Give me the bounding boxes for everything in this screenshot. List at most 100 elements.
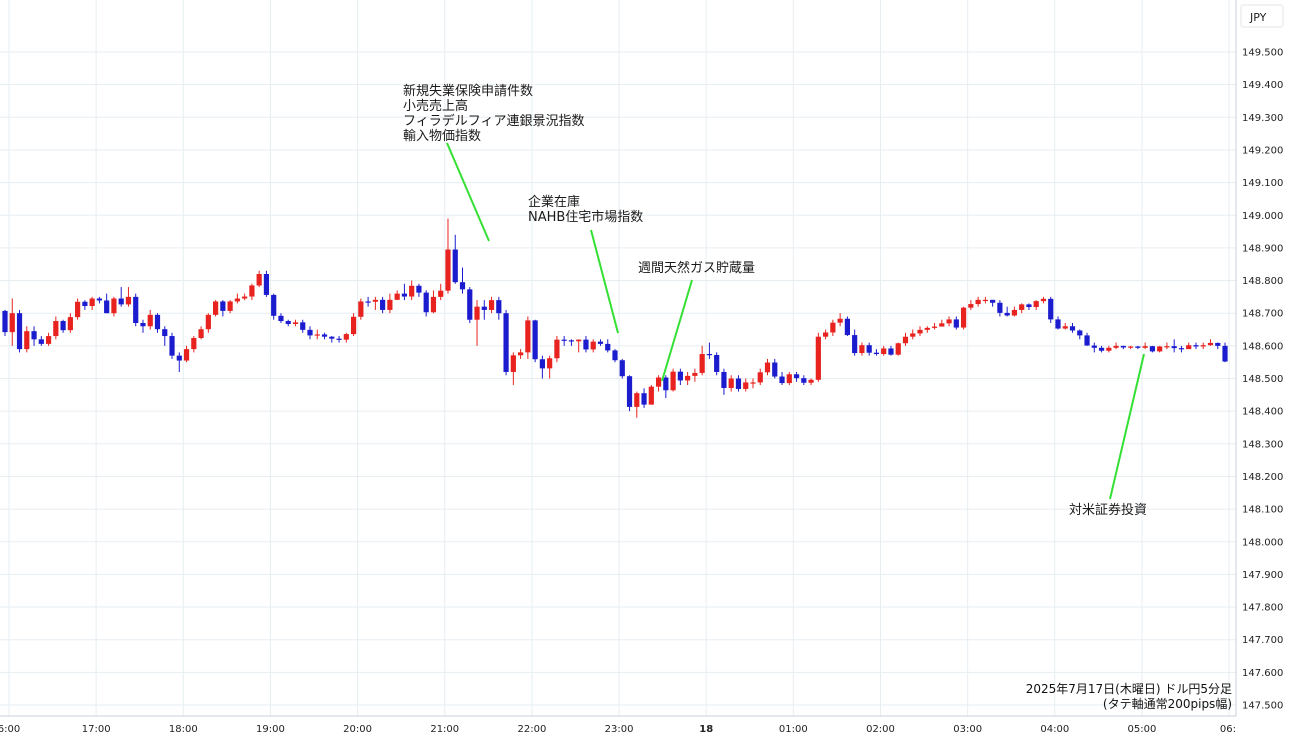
candle (278, 313, 284, 323)
candle (2, 309, 8, 337)
annotation-pointer (661, 279, 693, 382)
candle-body (619, 360, 625, 377)
candle-body (365, 301, 371, 303)
candle (343, 332, 349, 343)
candle (329, 336, 335, 343)
time-axis[interactable]: 6:00 17:00 18:00 19:00 20:00 21:00 22:00 23:00 1… (0, 724, 1236, 735)
candle (271, 293, 277, 320)
candle (1149, 345, 1155, 353)
candle-body (191, 338, 197, 350)
candle (82, 300, 88, 310)
candle (1222, 342, 1228, 363)
candle (1178, 345, 1185, 353)
candle (757, 368, 763, 386)
candle-body (881, 348, 887, 355)
candle (249, 283, 255, 301)
price-tick-label: 147.600 (1242, 668, 1283, 679)
candle (1200, 342, 1206, 350)
candle (496, 296, 502, 320)
candle-body (873, 352, 880, 355)
time-tick-label: 18 (699, 724, 713, 735)
candle (1062, 322, 1068, 330)
candle-body (380, 299, 386, 310)
candle-body (154, 314, 161, 330)
candle (1106, 345, 1112, 353)
time-tick-label: 23:00 (605, 724, 634, 735)
price-tick-label: 147.800 (1242, 603, 1283, 614)
candle-body (467, 289, 473, 320)
candle (743, 378, 749, 392)
price-tick-label: 148.900 (1242, 243, 1283, 254)
candle (1164, 342, 1170, 350)
candle (1026, 303, 1032, 310)
candle-body (1033, 301, 1039, 307)
candle-body (990, 299, 996, 303)
candle (380, 296, 386, 314)
candle-body (924, 327, 930, 330)
candle-body (205, 314, 211, 330)
candle (183, 345, 190, 363)
candle (764, 358, 771, 376)
candle-body (1048, 298, 1054, 320)
candle-body (285, 321, 291, 324)
candle (372, 296, 378, 310)
candle (852, 329, 858, 356)
symbol-badge[interactable]: JPY (1240, 4, 1284, 28)
candle-body (859, 345, 865, 354)
candle (685, 371, 691, 386)
candle-body (1135, 346, 1141, 348)
candle-body (583, 339, 589, 350)
candle-body (1084, 335, 1090, 346)
candle (1113, 342, 1119, 350)
candle (634, 391, 640, 418)
time-tick-label: 6:00 (0, 724, 20, 735)
candle-body (750, 382, 756, 384)
candle-body (677, 371, 683, 381)
candle (990, 299, 996, 307)
candle (125, 287, 132, 307)
annotation-label: NAHB住宅市場指数 (528, 209, 643, 225)
candle-body (714, 354, 720, 372)
candle-body (249, 285, 255, 297)
candle (1011, 306, 1018, 317)
price-tick-label: 148.000 (1242, 537, 1283, 548)
candle (307, 326, 313, 340)
time-tick-label: 18:00 (169, 724, 198, 735)
candle (518, 349, 524, 359)
price-axis[interactable]: 149.500 149.400 149.300 149.200 149.100 149.0… (1242, 48, 1283, 712)
candle-body (982, 299, 988, 302)
candle-body (1011, 309, 1018, 316)
candle-body (2, 310, 8, 333)
candle-body (162, 329, 168, 337)
candle (525, 316, 531, 359)
candle (692, 368, 698, 382)
candle (939, 319, 945, 327)
candle-body (837, 318, 843, 323)
candle (539, 355, 545, 379)
candle (677, 368, 683, 386)
annotation-label: 新規失業保険申請件数 (403, 83, 533, 99)
event-annotation: 対米証券投資 (1069, 353, 1147, 518)
candle-body (89, 298, 95, 307)
candle-body (183, 349, 190, 361)
time-tick-label: 02:00 (866, 724, 895, 735)
price-tick-label: 148.300 (1242, 439, 1283, 450)
candle (75, 298, 81, 320)
candle-body (830, 322, 836, 333)
candle-body (1055, 319, 1061, 329)
candle-body (779, 376, 785, 384)
candle-body (1222, 345, 1228, 362)
candle-body (1040, 298, 1047, 302)
candle-body (626, 376, 633, 407)
candle (350, 313, 357, 337)
candle (655, 375, 662, 392)
candle (1033, 300, 1039, 310)
candle-body (125, 296, 132, 305)
candle (31, 326, 37, 346)
candle-body (1178, 348, 1185, 350)
price-tick-label: 148.200 (1242, 472, 1283, 483)
candle-body (568, 340, 575, 342)
candle-body (118, 298, 124, 305)
candle (982, 296, 988, 304)
